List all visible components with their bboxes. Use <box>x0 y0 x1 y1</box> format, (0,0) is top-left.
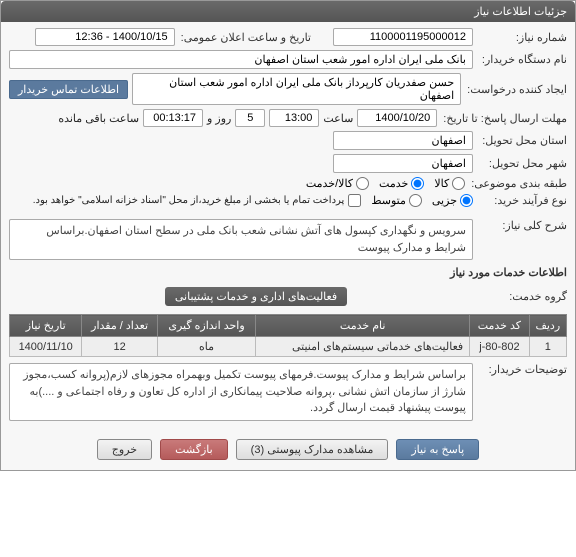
row-category: طبقه بندی موضوعی: کالا خدمت کالا/خدمت <box>9 177 567 190</box>
process-note: پرداخت تمام یا بخشی از مبلغ خرید،از محل … <box>33 195 345 206</box>
contact-buyer-button[interactable]: اطلاعات تماس خریدار <box>9 80 128 99</box>
process-motevaset-label: متوسط <box>371 194 406 207</box>
deadline-date: 1400/10/20 <box>357 109 437 127</box>
cell-name: فعالیت‌های خدماتی سیستم‌های امنیتی <box>256 337 470 357</box>
category-radio-group: کالا خدمت کالا/خدمت <box>306 177 465 190</box>
announce-label: تاریخ و ساعت اعلان عمومی: <box>179 31 311 44</box>
exit-button[interactable]: خروج <box>97 439 152 460</box>
province-label: استان محل تحویل: <box>477 134 567 147</box>
row-creator: ایجاد کننده درخواست: حسن صفدریان کارپردا… <box>9 73 567 105</box>
process-joziee[interactable]: جزیی <box>432 194 473 207</box>
process-joziee-label: جزیی <box>432 194 457 207</box>
col-row: ردیف <box>529 315 566 337</box>
row-process: نوع فرآیند خرید: جزیی متوسط پرداخت تمام … <box>9 194 567 207</box>
process-motevaset-radio[interactable] <box>409 194 422 207</box>
buyer-notes-text: براساس شرایط و مدارک پیوست.فرمهای پیوست … <box>9 363 473 421</box>
province-value: اصفهان <box>333 131 473 150</box>
cell-date: 1400/11/10 <box>10 337 82 357</box>
niaz-no-label: شماره نیاز: <box>477 31 567 44</box>
category-kala-khadmat[interactable]: کالا/خدمت <box>306 177 369 190</box>
col-code: کد خدمت <box>470 315 529 337</box>
col-unit: واحد اندازه گیری <box>157 315 255 337</box>
back-button[interactable]: بازگشت <box>160 439 228 460</box>
process-checkbox[interactable] <box>348 194 361 207</box>
day-label: روز و <box>207 112 231 125</box>
category-kala-radio[interactable] <box>452 177 465 190</box>
row-deadline: مهلت ارسال پاسخ: تا تاریخ: 1400/10/20 سا… <box>9 109 567 127</box>
col-date: تاریخ نیاز <box>10 315 82 337</box>
deadline-hour: 13:00 <box>269 109 319 127</box>
category-kala-khadmat-radio[interactable] <box>356 177 369 190</box>
cell-qty: 12 <box>82 337 157 357</box>
services-header: اطلاعات خدمات مورد نیاز <box>9 266 567 279</box>
summary-label: شرح کلی نیاز: <box>477 219 567 232</box>
city-value: اصفهان <box>333 154 473 173</box>
process-joziee-radio[interactable] <box>460 194 473 207</box>
category-kala-khadmat-label: کالا/خدمت <box>306 177 353 190</box>
buyer-notes-label: توضیحات خریدار: <box>477 363 567 376</box>
hour-label: ساعت <box>323 112 353 125</box>
col-name: نام خدمت <box>256 315 470 337</box>
group-label: گروه خدمت: <box>507 290 567 303</box>
remaining-days: 5 <box>235 109 265 127</box>
process-check[interactable] <box>348 194 361 207</box>
remain-time-label: ساعت باقی مانده <box>58 112 139 125</box>
group-badge: فعالیت‌های اداری و خدمات پشتیبانی <box>165 287 347 306</box>
row-summary: شرح کلی نیاز: سرویس و نگهداری کپسول های … <box>9 219 567 260</box>
announce-value: 1400/10/15 - 12:36 <box>35 28 175 46</box>
table-row: 1 j-80-802 فعالیت‌های خدماتی سیستم‌های ا… <box>10 337 567 357</box>
process-radio-group: جزیی متوسط <box>348 194 473 207</box>
panel-title: جزئیات اطلاعات نیاز <box>474 6 567 18</box>
process-motevaset[interactable]: متوسط <box>371 194 422 207</box>
cell-row: 1 <box>529 337 566 357</box>
attachments-button[interactable]: مشاهده مدارک پیوستی (3) <box>236 439 389 460</box>
row-province: استان محل تحویل: اصفهان <box>9 131 567 150</box>
buyer-value: بانک ملی ایران اداره امور شعب استان اصفه… <box>9 50 473 69</box>
row-group: گروه خدمت: فعالیت‌های اداری و خدمات پشتی… <box>9 283 567 310</box>
remain-time: 00:13:17 <box>143 109 203 127</box>
deadline-label: مهلت ارسال پاسخ: تا تاریخ: <box>441 112 567 125</box>
row-niaz-announce: شماره نیاز: 1100001195000012 تاریخ و ساع… <box>9 28 567 46</box>
summary-text: سرویس و نگهداری کپسول های آتش نشانی شعب … <box>9 219 473 260</box>
row-buyer: نام دستگاه خریدار: بانک ملی ایران اداره … <box>9 50 567 69</box>
niaz-no-value: 1100001195000012 <box>333 28 473 46</box>
category-khadmat[interactable]: خدمت <box>379 177 424 190</box>
category-kala[interactable]: کالا <box>434 177 465 190</box>
category-khadmat-radio[interactable] <box>411 177 424 190</box>
row-city: شهر محل تحویل: اصفهان <box>9 154 567 173</box>
row-buyer-notes: توضیحات خریدار: براساس شرایط و مدارک پیو… <box>9 363 567 421</box>
creator-label: ایجاد کننده درخواست: <box>465 83 567 96</box>
footer-buttons: پاسخ به نیاز مشاهده مدارک پیوستی (3) باز… <box>1 431 575 470</box>
creator-value: حسن صفدریان کارپرداز بانک ملی ایران ادار… <box>132 73 461 105</box>
respond-button[interactable]: پاسخ به نیاز <box>396 439 479 460</box>
table-body: 1 j-80-802 فعالیت‌های خدماتی سیستم‌های ا… <box>10 337 567 357</box>
category-label: طبقه بندی موضوعی: <box>469 177 567 190</box>
col-qty: تعداد / مقدار <box>82 315 157 337</box>
cell-code: j-80-802 <box>470 337 529 357</box>
cell-unit: ماه <box>157 337 255 357</box>
form-body: شماره نیاز: 1100001195000012 تاریخ و ساع… <box>1 22 575 431</box>
process-label: نوع فرآیند خرید: <box>477 194 567 207</box>
table-head: ردیف کد خدمت نام خدمت واحد اندازه گیری ت… <box>10 315 567 337</box>
category-khadmat-label: خدمت <box>379 177 408 190</box>
details-panel: جزئیات اطلاعات نیاز شماره نیاز: 11000011… <box>0 0 576 471</box>
city-label: شهر محل تحویل: <box>477 157 567 170</box>
panel-header: جزئیات اطلاعات نیاز <box>1 1 575 22</box>
category-kala-label: کالا <box>434 177 449 190</box>
buyer-label: نام دستگاه خریدار: <box>477 53 567 66</box>
services-table: ردیف کد خدمت نام خدمت واحد اندازه گیری ت… <box>9 314 567 357</box>
